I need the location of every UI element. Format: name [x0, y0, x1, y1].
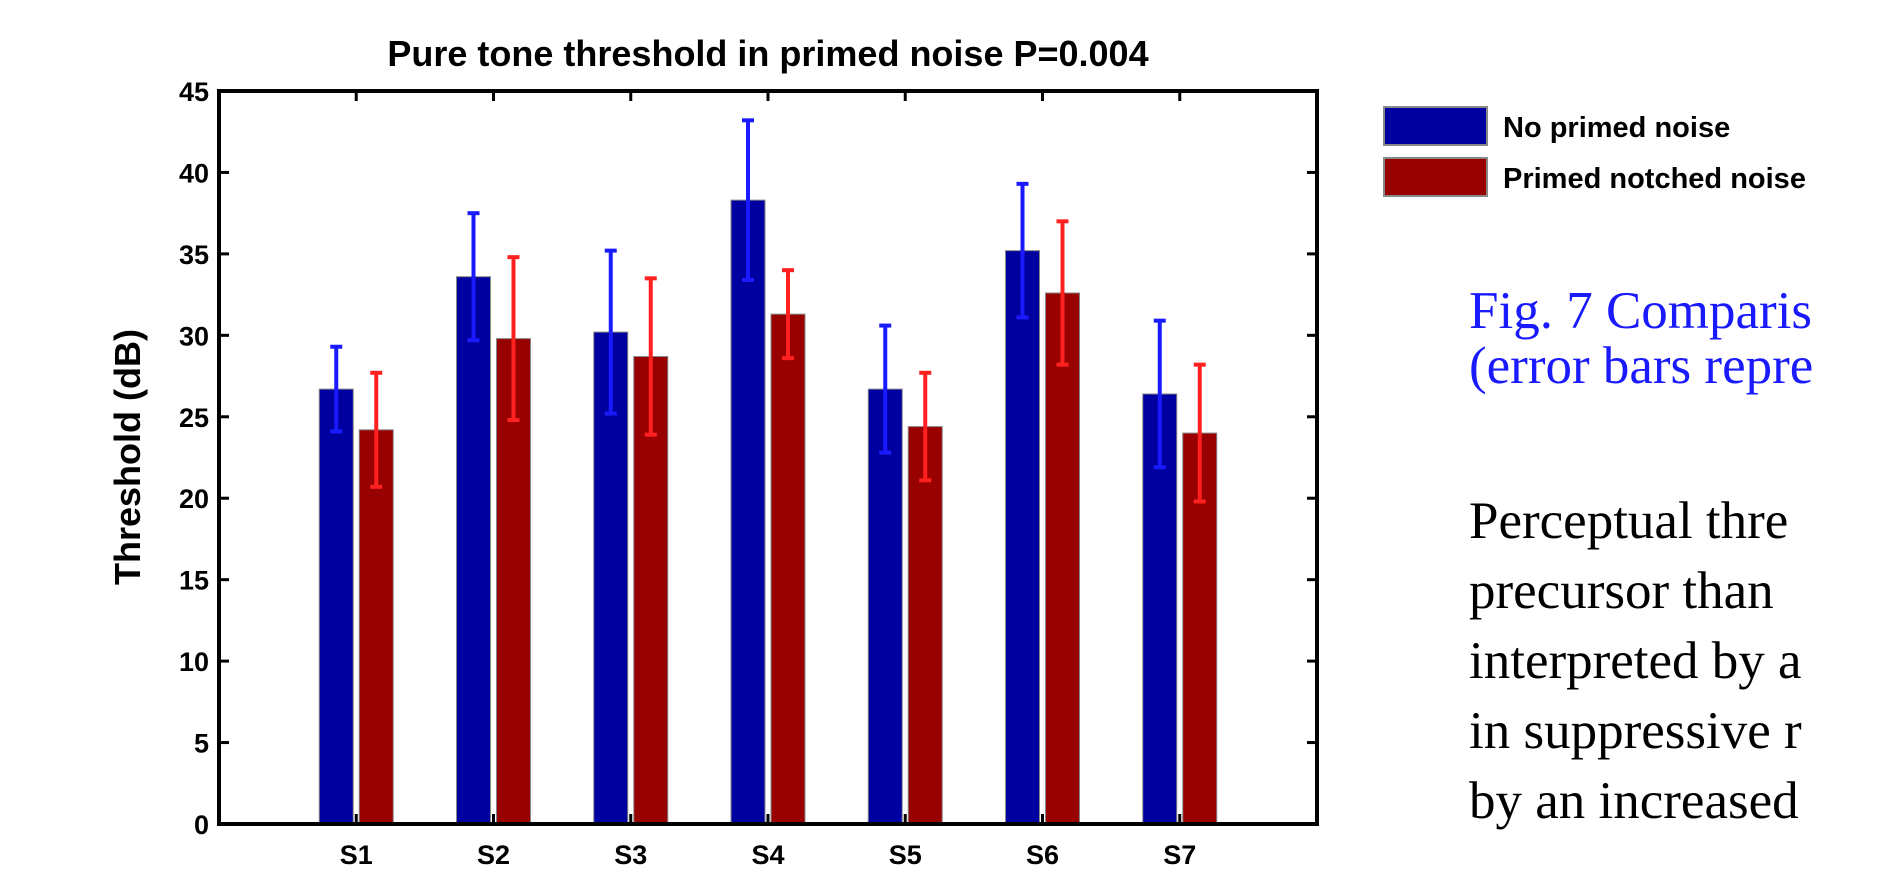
error-bar	[604, 248, 617, 416]
bar	[358, 429, 394, 825]
bar	[496, 338, 531, 825]
y-tick-label: 30	[179, 321, 209, 351]
legend-swatch	[1383, 106, 1488, 146]
y-tick-label: 0	[194, 810, 209, 840]
paragraph-line: Perceptual thre	[1469, 492, 1788, 550]
error-bar	[330, 344, 343, 434]
y-axis-label: Threshold (dB)	[107, 329, 148, 585]
error-bar	[879, 323, 892, 455]
x-tick-label: S1	[340, 840, 373, 870]
y-tick-label: 35	[179, 240, 209, 270]
error-bar	[782, 268, 794, 361]
y-tick-label: 25	[179, 403, 209, 433]
y-tick-label: 20	[179, 484, 209, 514]
paragraph-line: in suppressive r	[1469, 702, 1802, 760]
legend-label: No primed noise	[1503, 112, 1730, 144]
y-tick-label: 15	[179, 566, 209, 596]
error-bar	[644, 276, 657, 437]
y-tick-label: 10	[179, 647, 209, 677]
y-tick-label: 40	[179, 158, 209, 188]
bar	[770, 313, 806, 825]
error-bar	[507, 255, 520, 423]
x-tick-label: S6	[1026, 840, 1059, 870]
error-bar	[1153, 318, 1166, 470]
bar	[456, 276, 491, 825]
error-bar	[467, 211, 480, 343]
caption-line: Fig. 7 Comparis	[1469, 282, 1812, 340]
paragraph-line: precursor than	[1469, 562, 1774, 620]
chart-title: Pure tone threshold in primed noise P=0.…	[387, 33, 1148, 74]
x-tick-label: S7	[1163, 840, 1196, 870]
paragraph-line: interpreted by a	[1469, 632, 1802, 690]
bar	[867, 388, 903, 825]
plot-frame	[217, 89, 1319, 826]
y-tick-label: 45	[179, 77, 209, 107]
error-bar	[919, 370, 932, 483]
error-bar	[742, 118, 754, 282]
legend-swatch	[1383, 157, 1488, 197]
y-tick-label: 5	[194, 729, 209, 759]
x-tick-label: S3	[614, 840, 647, 870]
x-tick-label: S5	[889, 840, 922, 870]
bar	[318, 388, 354, 825]
bar	[1005, 250, 1040, 825]
bar	[907, 426, 943, 825]
error-bar	[370, 370, 383, 489]
caption-line: (error bars repre	[1469, 337, 1813, 395]
error-bar	[1016, 181, 1029, 320]
error-bar	[1056, 219, 1069, 367]
error-bar	[1193, 362, 1206, 504]
legend-label: Primed notched noise	[1503, 163, 1806, 195]
bar	[730, 199, 766, 825]
bar	[1045, 292, 1080, 825]
paragraph-line: by an increased	[1469, 772, 1799, 830]
x-tick-label: S2	[477, 840, 510, 870]
x-tick-label: S4	[751, 840, 784, 870]
